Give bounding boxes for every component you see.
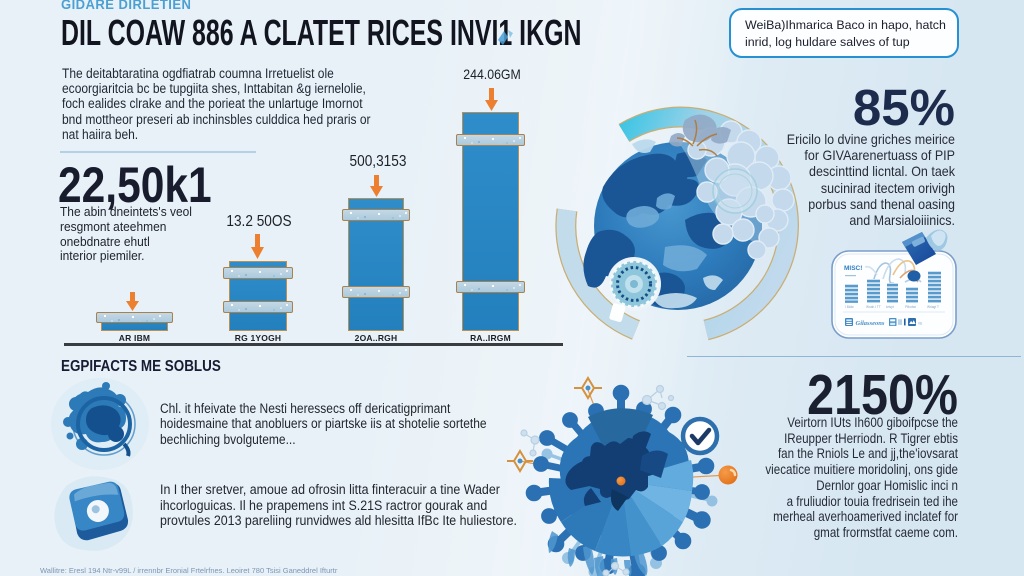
svg-text:krtspt: krtspt (886, 305, 894, 309)
svg-text:Woah I TT: Woah I TT (866, 305, 881, 309)
svg-text:I Bidw: I Bidw (845, 305, 854, 309)
svg-text:MISC!: MISC! (844, 265, 862, 272)
svg-text:PBodwr: PBodwr (905, 305, 917, 309)
svg-text:Gilasseons: Gilasseons (856, 320, 885, 327)
svg-text:rlts: rlts (918, 321, 923, 325)
svg-text:Wriagt T: Wriagt T (927, 305, 939, 309)
